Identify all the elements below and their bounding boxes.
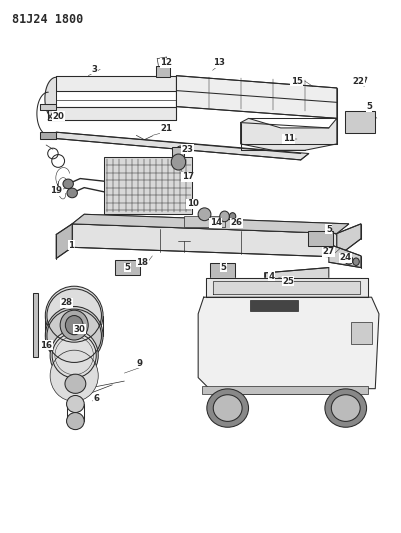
Polygon shape (56, 76, 176, 91)
Ellipse shape (176, 146, 184, 155)
Text: 18: 18 (136, 258, 148, 266)
Ellipse shape (345, 256, 353, 264)
Text: 12: 12 (160, 59, 172, 67)
Ellipse shape (50, 350, 98, 401)
Ellipse shape (50, 330, 98, 381)
Ellipse shape (65, 316, 83, 335)
Text: 9: 9 (137, 359, 142, 368)
Text: 21: 21 (160, 125, 172, 133)
Text: 5: 5 (326, 225, 332, 233)
Polygon shape (40, 104, 56, 110)
Text: 5: 5 (221, 263, 227, 272)
Polygon shape (72, 214, 349, 233)
Text: 5: 5 (125, 263, 130, 272)
Text: 22: 22 (352, 77, 364, 85)
Polygon shape (206, 278, 368, 297)
Bar (351, 322, 372, 344)
Polygon shape (40, 132, 56, 139)
Ellipse shape (325, 389, 367, 427)
Bar (184, 216, 225, 227)
Ellipse shape (353, 258, 359, 265)
Text: 28: 28 (60, 298, 72, 307)
Ellipse shape (67, 188, 77, 198)
Bar (156, 66, 170, 77)
Text: 1: 1 (69, 241, 74, 249)
Ellipse shape (45, 306, 103, 365)
Polygon shape (56, 132, 309, 160)
Text: 13: 13 (213, 59, 225, 67)
Polygon shape (45, 77, 56, 120)
Bar (345, 111, 375, 133)
Ellipse shape (63, 179, 73, 189)
Text: 25: 25 (282, 277, 294, 286)
Text: 11: 11 (283, 134, 295, 143)
Text: 10: 10 (186, 199, 198, 208)
Ellipse shape (229, 213, 236, 220)
Ellipse shape (198, 208, 211, 221)
Ellipse shape (60, 310, 88, 340)
Text: 19: 19 (50, 187, 62, 195)
Text: 14: 14 (210, 219, 222, 227)
Ellipse shape (67, 413, 84, 430)
Text: 16: 16 (40, 341, 52, 350)
Text: 30: 30 (73, 325, 85, 334)
Text: 4: 4 (269, 272, 275, 280)
Polygon shape (72, 224, 337, 257)
Text: 81J24 1800: 81J24 1800 (12, 13, 83, 26)
Ellipse shape (213, 395, 242, 422)
Polygon shape (353, 77, 367, 83)
Ellipse shape (220, 211, 229, 222)
Text: 5: 5 (366, 102, 372, 111)
Polygon shape (337, 224, 361, 257)
Polygon shape (176, 76, 337, 118)
Text: 3: 3 (91, 65, 97, 74)
Bar (172, 147, 184, 162)
Polygon shape (265, 268, 329, 287)
Ellipse shape (207, 389, 249, 427)
Text: 17: 17 (182, 173, 194, 181)
Text: 23: 23 (182, 145, 194, 154)
Ellipse shape (45, 286, 103, 345)
Text: 26: 26 (231, 219, 243, 227)
Polygon shape (329, 244, 361, 268)
Polygon shape (56, 224, 72, 259)
Bar (104, 157, 192, 214)
Text: 15: 15 (291, 77, 303, 85)
Ellipse shape (65, 374, 86, 393)
Bar (202, 386, 368, 394)
Ellipse shape (331, 395, 360, 422)
Ellipse shape (171, 154, 186, 170)
Text: 27: 27 (323, 247, 335, 256)
Bar (210, 263, 235, 278)
Text: 20: 20 (52, 112, 64, 120)
Ellipse shape (67, 395, 84, 413)
Polygon shape (241, 118, 337, 150)
Bar (250, 300, 298, 311)
Bar (115, 260, 140, 275)
Polygon shape (72, 214, 349, 233)
Text: 6: 6 (93, 394, 99, 403)
Bar (308, 231, 333, 246)
Polygon shape (213, 280, 360, 294)
Polygon shape (198, 297, 379, 394)
Bar (33, 293, 38, 357)
Text: 24: 24 (340, 254, 352, 262)
Polygon shape (48, 107, 176, 120)
